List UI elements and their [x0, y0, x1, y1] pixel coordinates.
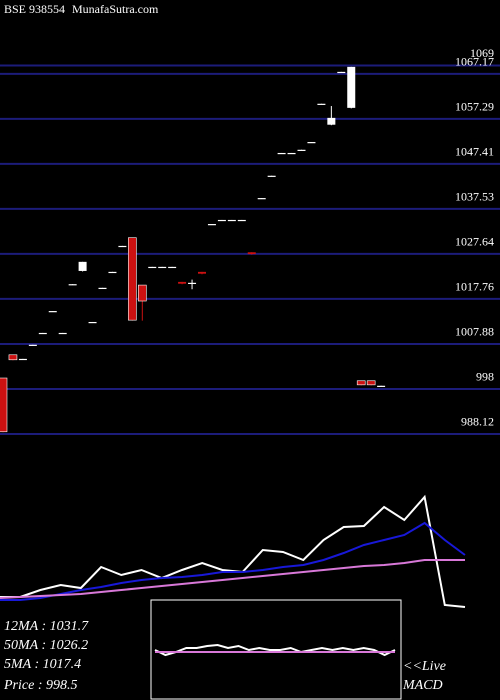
candle-body: [88, 321, 97, 324]
candle-body: [118, 245, 127, 248]
ma-label: 12MA : 1031.7: [4, 619, 89, 634]
ma-label: 50MA : 1026.2: [4, 638, 88, 653]
candle-body: [48, 311, 57, 313]
macd-frame: [150, 599, 402, 700]
candle-body: [18, 358, 27, 361]
candle-body: [307, 142, 316, 144]
candle-body: [198, 271, 206, 274]
y-tick-label: 1007.88: [455, 325, 494, 339]
price-label: Price : 998.5: [3, 678, 77, 693]
series-line: [0, 494, 466, 608]
y-tick-label: 1067.17: [455, 55, 494, 69]
ma-label: 5MA : 1017.4: [4, 657, 81, 672]
series-line: [0, 521, 466, 601]
candle-body: [327, 117, 336, 125]
candle-body: [207, 224, 216, 226]
candle-body: [297, 149, 306, 151]
chart-subtitle: MunafaSutra.com: [72, 2, 159, 16]
y-tick-label: 1069: [470, 46, 494, 60]
candle-body: [0, 377, 8, 433]
candle-body: [58, 332, 67, 335]
candle-body: [366, 380, 376, 386]
candle-body: [227, 219, 236, 222]
y-tick-label: 988.12: [461, 415, 494, 429]
candle-body: [257, 198, 266, 200]
y-tick-label: 1027.64: [455, 235, 494, 249]
y-tick-label: 1047.41: [455, 145, 494, 159]
chart-title: BSE 938554: [4, 2, 65, 16]
candle-body: [356, 380, 366, 386]
series-line: [0, 559, 465, 599]
candle-body: [68, 284, 77, 286]
candle-body: [148, 266, 157, 269]
y-tick-label: 1017.76: [455, 280, 494, 294]
candle-body: [158, 266, 167, 269]
candle-body: [317, 103, 326, 105]
y-tick-label: 1037.53: [455, 190, 494, 204]
candle-body: [217, 219, 226, 222]
candle-body: [98, 287, 107, 290]
candle-body: [247, 252, 256, 255]
candle-body: [168, 266, 177, 269]
candle-body: [28, 344, 37, 346]
series-line: [154, 643, 396, 657]
candle-body: [237, 219, 246, 222]
candle-body: [38, 332, 47, 335]
candle-body: [377, 385, 386, 387]
live-label: <<Live: [403, 659, 446, 674]
candle-body: [337, 71, 346, 74]
candle-body: [138, 284, 147, 302]
candle-body: [8, 354, 18, 361]
candle-body: [277, 152, 286, 155]
y-tick-label: 998: [476, 370, 494, 384]
candle-body: [128, 237, 137, 321]
candle-body: [108, 271, 117, 274]
macd-label: MACD: [402, 678, 443, 693]
candle-body: [178, 281, 187, 284]
candle-body: [78, 261, 87, 271]
y-tick-label: 1057.29: [455, 100, 494, 114]
candle-body: [267, 175, 276, 177]
candle-body: [188, 282, 197, 285]
candle-body: [287, 152, 296, 155]
candle-body: [347, 66, 356, 108]
